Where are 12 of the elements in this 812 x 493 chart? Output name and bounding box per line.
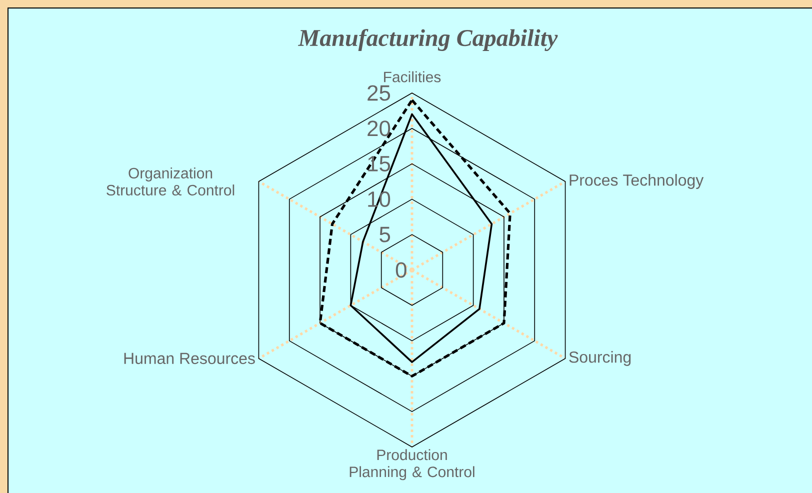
y-tick-label: 25 (368, 85, 390, 101)
spoke-label: Production Planning & Control (350, 449, 474, 480)
spoke-label: Proces Technology (570, 174, 704, 189)
y-tick-label: 15 (368, 156, 390, 172)
spoke-label: Organization Structure & Control (106, 167, 234, 196)
chart-title: Manufacturing Capability (298, 28, 558, 52)
y-tick-label: 20 (368, 120, 390, 136)
y-tick-label: 5 (380, 226, 390, 242)
spoke-label: Human Resources (124, 352, 255, 364)
y-tick-label: 0 (396, 262, 406, 278)
spoke-label: Sourcing (569, 351, 631, 366)
spoke-label: Facilities (384, 71, 441, 82)
